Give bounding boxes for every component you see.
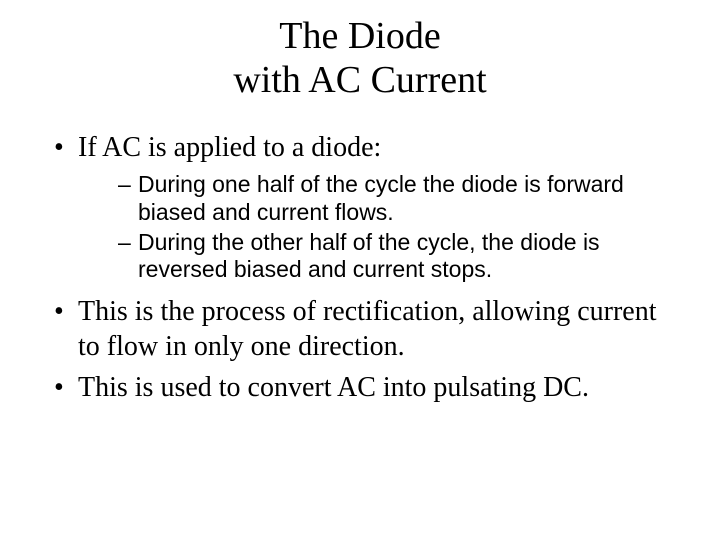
bullet-item: If AC is applied to a diode: During one …	[50, 130, 670, 283]
sub-text: During one half of the cycle the diode i…	[138, 171, 624, 225]
bullet-item: This is used to convert AC into pulsatin…	[50, 370, 670, 405]
sub-item: During one half of the cycle the diode i…	[78, 171, 670, 226]
title-line-2: with AC Current	[233, 59, 486, 101]
sub-text: During the other half of the cycle, the …	[138, 229, 600, 283]
sub-item: During the other half of the cycle, the …	[78, 229, 670, 284]
bullet-text: This is the process of rectification, al…	[78, 296, 656, 362]
bullet-text: If AC is applied to a diode:	[78, 132, 381, 163]
title-line-1: The Diode	[279, 15, 440, 57]
bullet-text: This is used to convert AC into pulsatin…	[78, 372, 589, 403]
bullet-list: If AC is applied to a diode: During one …	[50, 130, 670, 404]
bullet-item: This is the process of rectification, al…	[50, 294, 670, 364]
slide-title: The Diode with AC Current	[50, 15, 670, 102]
sub-list: During one half of the cycle the diode i…	[78, 171, 670, 283]
